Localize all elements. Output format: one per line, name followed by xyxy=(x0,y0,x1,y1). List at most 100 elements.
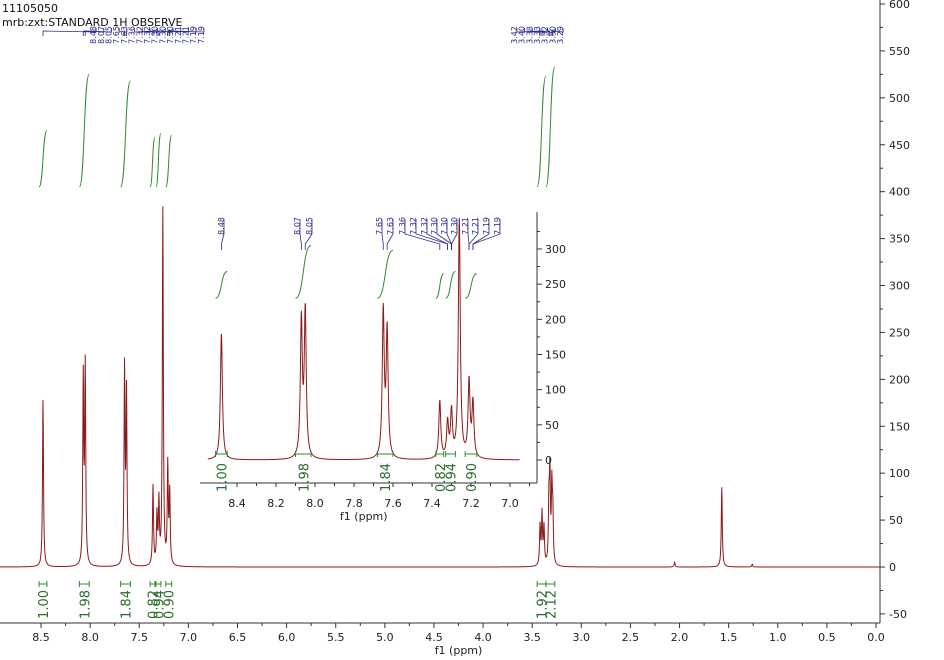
main-peak-label-right-6: 3.29 xyxy=(556,26,565,44)
main-integral-curve-6 xyxy=(536,75,547,188)
main-peak-label-right-2: 3.38 xyxy=(525,26,534,44)
main-integral-value-1: 1.98 xyxy=(78,590,93,619)
inset-integral-curve-2 xyxy=(377,249,394,299)
main-peak-label-6: 7.32 xyxy=(135,26,144,44)
main-peak-label-9: 7.30 xyxy=(158,26,167,44)
experiment-name: mrb:zxt:STANDARD 1H OBSERVE xyxy=(2,16,183,29)
y-tick-label-400: 400 xyxy=(889,186,910,199)
inset-peak-label-9: 7.30 xyxy=(440,217,449,235)
main-integral-value-5: 0.90 xyxy=(163,590,178,619)
inset-peak-connector-5 xyxy=(404,219,441,250)
inset-peak-label-0: 8.48 xyxy=(217,217,226,235)
x-tick-label-8.5: 8.5 xyxy=(32,631,50,644)
x-tick-label-0.5: 0.5 xyxy=(818,631,836,644)
inset-peak-connector-14 xyxy=(472,219,501,250)
inset-x-tick-label-0: 8.4 xyxy=(228,497,246,510)
main-peak-label-1: 8.07 xyxy=(97,26,106,44)
x-tick-label-0: 0.0 xyxy=(867,631,885,644)
x-tick-label-2: 2.0 xyxy=(671,631,689,644)
inset-integral-curve-3 xyxy=(435,273,445,299)
main-peak-label-5: 7.36 xyxy=(128,26,137,44)
inset-x-tick-label-4: 7.6 xyxy=(384,497,402,510)
main-peak-label-connector-14 xyxy=(169,28,205,36)
main-integral-curve-1 xyxy=(78,73,90,188)
main-peak-label-right-connector-1 xyxy=(524,28,543,36)
inset-integral-curve-1 xyxy=(295,244,312,299)
inset-integral-value-1: 1.98 xyxy=(297,463,312,492)
main-integral-value-6: 1.92 xyxy=(536,590,551,619)
inset-peak-label-11: 7.21 xyxy=(461,217,470,235)
inset-background xyxy=(200,210,537,483)
main-peak-label-right-3: 3.33 xyxy=(533,26,542,44)
inset-integral-curve-4 xyxy=(445,271,456,299)
y-tick-label-0: 0 xyxy=(889,561,896,574)
inset-peak-label-4: 7.63 xyxy=(386,217,395,235)
y-tick-label--50: -50 xyxy=(889,608,907,621)
inset-y-tick-label-100: 100 xyxy=(545,384,566,397)
main-integral-curve-5 xyxy=(165,134,173,188)
inset-y-tick-label-150: 150 xyxy=(545,349,566,362)
x-tick-label-1.5: 1.5 xyxy=(720,631,738,644)
inset-peak-label-10: 7.30 xyxy=(450,217,459,235)
main-peak-label-13: 7.19 xyxy=(189,26,198,44)
sample-id: 11105050 xyxy=(2,2,58,15)
main-peak-label-connector-7 xyxy=(149,28,158,36)
inset-spectrum-trace xyxy=(207,217,520,461)
inset-integral-value-0: 1.00 xyxy=(215,463,230,492)
main-peak-label-2: 8.05 xyxy=(105,26,114,44)
inset-peak-label-7: 7.32 xyxy=(420,217,429,235)
main-integral-curve-4 xyxy=(155,132,162,188)
y-tick-label-600: 600 xyxy=(889,0,910,11)
inset-integral-curve-5 xyxy=(464,273,478,299)
main-peak-label-0: 8.48 xyxy=(89,26,98,44)
main-peak-label-right-connector-3 xyxy=(539,28,550,36)
x-tick-label-1: 1.0 xyxy=(769,631,787,644)
main-integral-curve-2 xyxy=(120,80,131,188)
y-tick-label-50: 50 xyxy=(889,514,903,527)
inset-peak-label-8: 7.30 xyxy=(430,217,439,235)
main-peak-label-3: 7.65 xyxy=(112,26,121,44)
x-tick-label-6: 6.0 xyxy=(278,631,296,644)
x-tick-label-2.5: 2.5 xyxy=(622,631,640,644)
main-integral-value-0: 1.00 xyxy=(37,590,52,619)
inset-peak-connector-0 xyxy=(221,219,225,250)
inset-peak-label-3: 7.65 xyxy=(375,217,384,235)
main-peak-label-right-0: 3.42 xyxy=(510,26,519,44)
inset-x-tick-label-7: 7.0 xyxy=(501,497,519,510)
x-tick-label-4: 4.0 xyxy=(474,631,492,644)
main-integral-curve-3 xyxy=(149,136,156,188)
inset-peak-label-13: 7.19 xyxy=(482,217,491,235)
main-integral-value-2: 1.84 xyxy=(120,590,135,619)
main-integral-curve-7 xyxy=(545,66,556,188)
inset-peak-connector-12 xyxy=(468,219,479,250)
x-tick-label-5: 5.0 xyxy=(376,631,394,644)
inset-integral-value-2: 1.84 xyxy=(379,463,394,492)
main-spectrum-trace xyxy=(0,206,881,568)
main-peak-label-11: 7.21 xyxy=(174,26,183,44)
y-tick-label-300: 300 xyxy=(889,280,910,293)
inset-y-tick-label-50: 50 xyxy=(545,419,559,432)
x-tick-label-4.5: 4.5 xyxy=(425,631,443,644)
main-peak-label-right-connector-5 xyxy=(551,28,556,36)
inset-peak-label-1: 8.07 xyxy=(293,217,302,235)
inset-integral-value-4: 0.94 xyxy=(445,463,460,492)
y-tick-label-100: 100 xyxy=(889,467,910,480)
main-peak-label-right-connector-4 xyxy=(547,28,551,36)
inset-y-tick-label-0: 0 xyxy=(545,454,552,467)
inset-y-tick-label-250: 250 xyxy=(545,278,566,291)
inset-peak-connector-2 xyxy=(304,219,313,250)
inset-x-tick-label-3: 7.8 xyxy=(345,497,363,510)
inset-integral-curve-0 xyxy=(215,271,228,299)
x-tick-label-7: 7.0 xyxy=(180,631,198,644)
main-peak-label-4: 7.63 xyxy=(120,26,129,44)
y-tick-label-250: 250 xyxy=(889,326,910,339)
x-tick-label-5.5: 5.5 xyxy=(327,631,345,644)
inset-x-tick-label-6: 7.2 xyxy=(462,497,480,510)
x-tick-label-6.5: 6.5 xyxy=(229,631,247,644)
inset-x-tick-label-5: 7.4 xyxy=(423,497,441,510)
main-peak-label-8: 7.30 xyxy=(151,26,160,44)
inset-y-tick-label-300: 300 xyxy=(545,243,566,256)
x-tick-label-3.5: 3.5 xyxy=(523,631,541,644)
inset-peak-label-14: 7.19 xyxy=(493,217,502,235)
